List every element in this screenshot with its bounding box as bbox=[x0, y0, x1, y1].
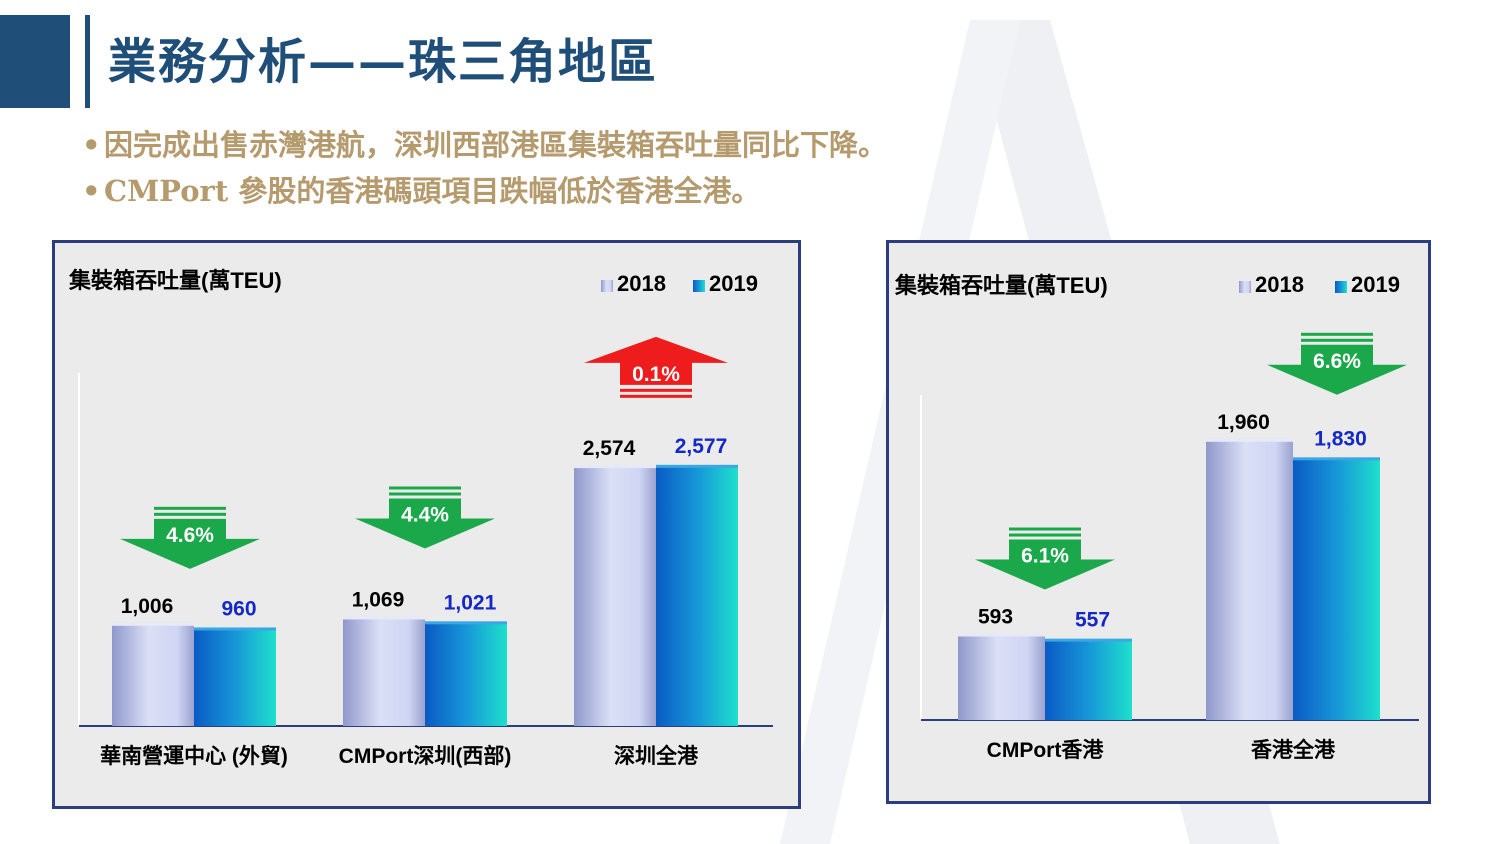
x-tick-label: 深圳全港 bbox=[614, 744, 699, 768]
increase-arrow: 0.1% bbox=[584, 336, 728, 398]
bar-2018 bbox=[958, 635, 1045, 720]
x-tick-label: 華南營運中心 (外貿) bbox=[100, 744, 288, 768]
chart-panel-hongkong: 集裝箱吞吐量(萬TEU) 2018 2019 593 557 CMPort香港 6.1% 1… bbox=[886, 240, 1431, 804]
page-title: 業務分析——珠三角地區 bbox=[108, 34, 659, 90]
title-accent-bar bbox=[85, 15, 90, 108]
data-label-2018: 2,574 bbox=[583, 437, 636, 460]
bar-2018 bbox=[574, 467, 656, 726]
data-label-2019: 960 bbox=[221, 597, 256, 620]
arrow-shape bbox=[1267, 344, 1407, 395]
data-label-2018: 1,960 bbox=[1217, 411, 1270, 434]
arrow-stripe bbox=[1009, 533, 1081, 537]
change-label: 4.4% bbox=[401, 503, 449, 526]
data-label-2018: 593 bbox=[978, 606, 1013, 629]
bullet-item: • 因完成出售赤灣港航，深圳西部港區集裝箱吞吐量同比下降。 bbox=[82, 122, 887, 168]
bar-top-cap bbox=[343, 616, 425, 620]
legend-swatch-2019 bbox=[693, 280, 705, 292]
bar-2018 bbox=[343, 618, 425, 726]
legend-label-2019: 2019 bbox=[709, 271, 758, 296]
decrease-arrow: 6.1% bbox=[975, 527, 1115, 590]
bar-top-cap bbox=[1293, 457, 1380, 461]
bar-2019 bbox=[425, 623, 507, 726]
data-label-2019: 1,830 bbox=[1314, 427, 1367, 450]
bar-2019 bbox=[1045, 640, 1132, 720]
arrow-shape bbox=[975, 539, 1115, 590]
corner-accent-block bbox=[0, 15, 70, 108]
bar-top-cap bbox=[656, 464, 738, 468]
legend-swatch-2018 bbox=[601, 280, 613, 292]
legend-label-2018: 2018 bbox=[1255, 272, 1304, 297]
bullet-text: CMPort 參股的香港碼頭項目跌幅低於香港全港。 bbox=[104, 174, 761, 208]
data-label-2018: 1,006 bbox=[121, 595, 174, 618]
chart-panel-guangdong: 集裝箱吞吐量(萬TEU) 2018 2019 1,006 960 華南營運中心 (外貿)… bbox=[52, 240, 801, 809]
arrow-stripe bbox=[620, 394, 692, 398]
decrease-arrow: 4.4% bbox=[355, 486, 495, 549]
data-label-2018: 1,069 bbox=[352, 588, 405, 611]
legend-swatch-2018 bbox=[1239, 281, 1251, 293]
data-label-2019: 557 bbox=[1075, 609, 1110, 632]
bullet-text: 因完成出售赤灣港航，深圳西部港區集裝箱吞吐量同比下降。 bbox=[104, 128, 888, 162]
x-tick-label: CMPort香港 bbox=[987, 738, 1105, 762]
data-label-2019: 2,577 bbox=[675, 435, 728, 458]
arrow-stripe bbox=[620, 388, 692, 392]
bar-top-cap bbox=[574, 465, 656, 469]
arrow-stripe bbox=[1009, 527, 1081, 531]
bar-2018 bbox=[1206, 440, 1293, 720]
decrease-arrow: 4.6% bbox=[120, 506, 260, 569]
bar-chart-shenzhen: 2018 2019 1,006 960 華南營運中心 (外貿) 4.6% 1,069 1,02… bbox=[78, 271, 773, 768]
arrow-stripe bbox=[1301, 338, 1373, 342]
bullet-item: • CMPort 參股的香港碼頭項目跌幅低於香港全港。 bbox=[82, 168, 887, 214]
bar-chart-hongkong: 2018 2019 593 557 CMPort香港 6.1% 1,960 1,830 香港全港… bbox=[920, 272, 1419, 762]
decrease-arrow: 6.6% bbox=[1267, 332, 1407, 395]
chart-title: 集裝箱吞吐量(萬TEU) bbox=[895, 273, 1108, 298]
arrow-stripe bbox=[389, 486, 461, 490]
bullet-dot-icon: • bbox=[82, 174, 101, 208]
legend-label-2018: 2018 bbox=[617, 271, 666, 296]
bar-top-cap bbox=[958, 633, 1045, 637]
change-label: 0.1% bbox=[632, 363, 680, 386]
arrow-stripe bbox=[154, 512, 226, 516]
legend-label-2019: 2019 bbox=[1351, 272, 1400, 297]
arrow-shape bbox=[120, 518, 260, 569]
bullet-list: • 因完成出售赤灣港航，深圳西部港區集裝箱吞吐量同比下降。 • CMPort 參股的… bbox=[82, 122, 887, 214]
data-label-2019: 1,021 bbox=[444, 591, 497, 614]
change-label: 4.6% bbox=[166, 524, 214, 547]
bar-2019 bbox=[1293, 459, 1380, 720]
bar-top-cap bbox=[1045, 638, 1132, 642]
change-label: 6.1% bbox=[1021, 545, 1069, 568]
arrow-shape bbox=[355, 498, 495, 549]
bar-top-cap bbox=[112, 622, 194, 626]
bar-top-cap bbox=[1206, 438, 1293, 442]
bar-2019 bbox=[656, 466, 738, 726]
arrow-stripe bbox=[389, 492, 461, 496]
bar-2018 bbox=[112, 624, 194, 726]
legend-swatch-2019 bbox=[1335, 281, 1347, 293]
arrow-shape bbox=[584, 336, 728, 385]
arrow-stripe bbox=[1301, 332, 1373, 336]
x-tick-label: 香港全港 bbox=[1251, 738, 1336, 762]
chart-title: 集裝箱吞吐量(萬TEU) bbox=[69, 268, 282, 293]
change-label: 6.6% bbox=[1313, 350, 1361, 373]
bar-2019 bbox=[194, 629, 276, 726]
bullet-dot-icon: • bbox=[82, 128, 101, 162]
x-tick-label: CMPort深圳(西部) bbox=[339, 744, 512, 768]
bar-top-cap bbox=[425, 621, 507, 625]
bar-top-cap bbox=[194, 627, 276, 631]
arrow-stripe bbox=[154, 506, 226, 510]
